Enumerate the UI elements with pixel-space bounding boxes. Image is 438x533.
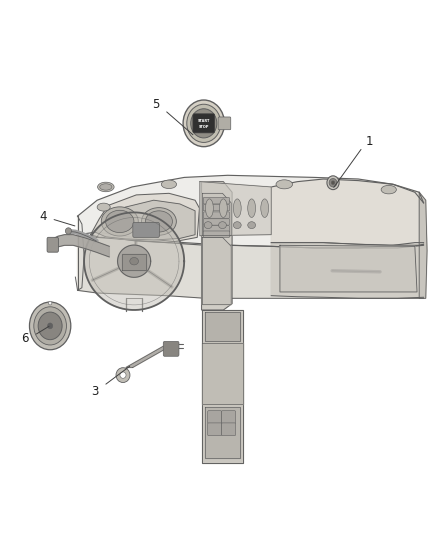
Polygon shape bbox=[280, 245, 417, 292]
Ellipse shape bbox=[248, 199, 255, 217]
Text: 4: 4 bbox=[39, 209, 46, 223]
Ellipse shape bbox=[101, 207, 138, 236]
FancyBboxPatch shape bbox=[208, 411, 222, 423]
Polygon shape bbox=[205, 407, 240, 458]
FancyBboxPatch shape bbox=[222, 411, 236, 423]
Text: 5: 5 bbox=[152, 98, 159, 111]
Ellipse shape bbox=[381, 185, 396, 194]
Ellipse shape bbox=[97, 203, 110, 211]
Ellipse shape bbox=[327, 176, 339, 190]
Ellipse shape bbox=[48, 301, 52, 305]
Ellipse shape bbox=[233, 222, 241, 229]
Polygon shape bbox=[84, 213, 184, 310]
FancyBboxPatch shape bbox=[218, 117, 231, 130]
FancyBboxPatch shape bbox=[208, 423, 222, 435]
Ellipse shape bbox=[205, 199, 213, 217]
Ellipse shape bbox=[204, 222, 212, 229]
Polygon shape bbox=[202, 193, 231, 236]
Polygon shape bbox=[122, 254, 146, 270]
FancyBboxPatch shape bbox=[222, 423, 236, 435]
FancyBboxPatch shape bbox=[47, 237, 58, 252]
Ellipse shape bbox=[276, 180, 293, 189]
Polygon shape bbox=[78, 235, 424, 298]
FancyBboxPatch shape bbox=[133, 222, 159, 237]
Ellipse shape bbox=[34, 307, 67, 345]
Ellipse shape bbox=[219, 199, 227, 217]
Polygon shape bbox=[205, 312, 240, 341]
Ellipse shape bbox=[130, 257, 138, 265]
FancyBboxPatch shape bbox=[203, 219, 230, 225]
Ellipse shape bbox=[38, 312, 62, 340]
Polygon shape bbox=[202, 310, 243, 463]
Text: START: START bbox=[198, 119, 210, 123]
Ellipse shape bbox=[29, 302, 71, 350]
FancyBboxPatch shape bbox=[203, 231, 230, 237]
Ellipse shape bbox=[191, 109, 217, 138]
Polygon shape bbox=[53, 235, 110, 257]
Text: 6: 6 bbox=[21, 332, 29, 344]
Polygon shape bbox=[419, 192, 427, 298]
Ellipse shape bbox=[183, 100, 224, 147]
Ellipse shape bbox=[233, 199, 241, 217]
FancyBboxPatch shape bbox=[193, 114, 215, 133]
Ellipse shape bbox=[248, 222, 255, 229]
Ellipse shape bbox=[116, 368, 130, 383]
Text: STOP: STOP bbox=[198, 125, 209, 129]
Polygon shape bbox=[202, 343, 243, 405]
Ellipse shape bbox=[65, 228, 71, 234]
Text: 1: 1 bbox=[365, 135, 373, 148]
Ellipse shape bbox=[219, 222, 226, 229]
Polygon shape bbox=[78, 175, 424, 248]
FancyBboxPatch shape bbox=[203, 225, 230, 232]
Polygon shape bbox=[91, 193, 199, 243]
Ellipse shape bbox=[98, 182, 114, 192]
Ellipse shape bbox=[106, 211, 134, 232]
Ellipse shape bbox=[187, 104, 221, 142]
Ellipse shape bbox=[329, 179, 337, 187]
FancyBboxPatch shape bbox=[203, 198, 230, 204]
Ellipse shape bbox=[120, 372, 126, 378]
Polygon shape bbox=[117, 245, 151, 277]
Polygon shape bbox=[200, 182, 271, 236]
Ellipse shape bbox=[161, 180, 177, 189]
FancyBboxPatch shape bbox=[163, 342, 179, 356]
Polygon shape bbox=[201, 182, 232, 310]
Polygon shape bbox=[202, 237, 231, 305]
Ellipse shape bbox=[141, 208, 177, 235]
FancyBboxPatch shape bbox=[203, 212, 230, 218]
Ellipse shape bbox=[47, 323, 53, 329]
Ellipse shape bbox=[261, 199, 268, 217]
Polygon shape bbox=[271, 179, 424, 245]
FancyBboxPatch shape bbox=[203, 205, 230, 211]
Polygon shape bbox=[95, 200, 195, 240]
Ellipse shape bbox=[145, 211, 173, 232]
Text: 3: 3 bbox=[91, 385, 99, 398]
Polygon shape bbox=[126, 346, 170, 368]
Ellipse shape bbox=[331, 181, 335, 184]
Polygon shape bbox=[271, 243, 424, 298]
Ellipse shape bbox=[100, 184, 112, 190]
